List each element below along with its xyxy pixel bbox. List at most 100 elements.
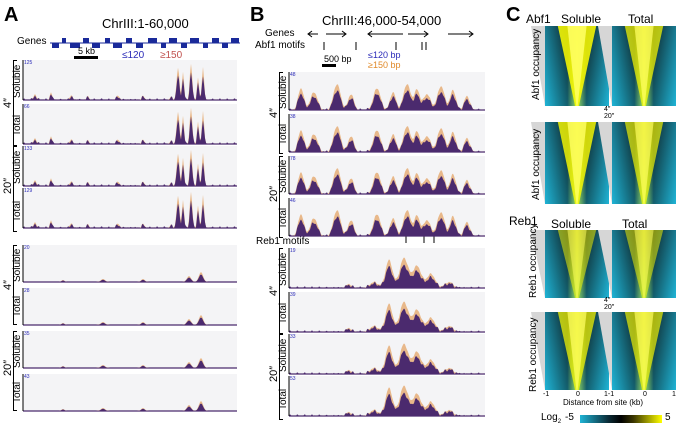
panel-c-xtick-5: 1 (672, 391, 676, 398)
panel-a-group-2-total-label: Total (12, 200, 23, 222)
panel-a-group-4-total-label: Total (12, 381, 23, 403)
panel-b-group-1-soluble-label: Soluble (278, 75, 289, 109)
panel-c-xtick-2: 0 (576, 391, 580, 398)
panel-c-reb1-4-total (612, 230, 676, 298)
gene-block (136, 43, 143, 48)
panel-c-colorbar-max: 5 (665, 412, 671, 423)
panel-a-track-2-signal (22, 104, 237, 145)
panel-b-track-2-signal (288, 114, 485, 153)
panel-c-colorbar-label: Log2 (541, 412, 562, 425)
gene-block (126, 38, 132, 43)
panel-c-reb1-title: Reb1 (509, 214, 538, 228)
gene-block (181, 43, 187, 48)
panel-c-reb1-20-total (612, 312, 676, 390)
panel-a-legend-long: ≥150 (160, 50, 183, 61)
panel-a-low-track-1-signal (22, 245, 237, 283)
panel-c-xtick-1: -1 (543, 391, 550, 398)
panel-a-group-1-soluble-label: Soluble (12, 64, 23, 98)
gene-block (70, 43, 80, 48)
panel-c-xtick-3: 1-1 (604, 391, 615, 398)
panel-b-group-4-soluble-label: Soluble (278, 338, 289, 372)
panel-b-track-3-max-label: 78 (290, 156, 296, 162)
panel-c-reb1-4-soluble-rank-wedge (531, 230, 545, 298)
panel-b-group-2-total-label: Total (278, 207, 289, 229)
panel-a-group-3-bracket (13, 245, 17, 325)
panel-a-group-3-soluble-label: Soluble (12, 248, 23, 282)
panel-b-genes-label: Genes (265, 28, 295, 39)
panel-b-gene-arrows (307, 30, 474, 50)
panel-c-abf1-20-total-rank-wedge (598, 122, 612, 204)
panel-b-track-3-signal (288, 156, 485, 195)
panel-c-xtick-4: 0 (643, 391, 647, 398)
panel-a-track-4-signal (22, 188, 237, 229)
gene-block (92, 43, 100, 48)
panel-b-scale-bar (322, 64, 336, 67)
panel-a-letter: A (4, 4, 19, 26)
panel-b-scale-label: 500 bp (324, 54, 352, 64)
panel-c-reb1-soluble-header: Soluble (551, 217, 592, 231)
panel-a-low-track-3-signal (22, 331, 237, 369)
gene-block (113, 43, 122, 48)
panel-a-genes-label: Genes (17, 36, 47, 47)
panel-c-abf1-total-header: Total (628, 12, 654, 26)
panel-c-reb1-4-total-rank-wedge (598, 230, 612, 298)
panel-a-group-2-soluble-label: Soluble (12, 150, 23, 184)
panel-c-colorbar-min: -5 (565, 412, 574, 423)
panel-c-colorbar (580, 415, 662, 423)
panel-b-legend-short: ≤120 bp (368, 50, 401, 60)
panel-a-track-3-max-label: 133 (24, 146, 33, 152)
panel-a-group-1-time-label: 4″ (2, 97, 14, 108)
panel-b-abf1-motifs-label: Abf1 motifs (255, 40, 306, 51)
panel-a-group-1-bracket (13, 60, 17, 146)
gene-block (190, 38, 199, 43)
panel-b-coordinate: ChrIII:46,000-54,000 (322, 13, 442, 28)
panel-a-group-2-bracket (13, 146, 17, 232)
panel-a-low-track-4-signal (22, 374, 237, 412)
panel-a-track-1-max-label: 125 (24, 60, 33, 66)
panel-a-legend-short: ≤120 (122, 50, 145, 61)
panel-a-gene-track (50, 38, 240, 48)
panel-c-reb1-time-4: 4″ (604, 297, 611, 304)
panel-a-track-4-max-label: 129 (24, 188, 33, 194)
panel-b-low-track-1-max-label: 19 (290, 248, 296, 254)
panel-a-low-track-2-max-label: 28 (24, 288, 30, 294)
panel-c-reb1-20-soluble-rank-wedge (531, 312, 545, 390)
panel-c-abf1-20-soluble-rank-wedge (531, 122, 545, 204)
gene-block (169, 38, 177, 43)
panel-c-abf1-occupancy-label-1: Abf1 occupancy (531, 28, 542, 100)
panel-a-group-3-time-label: 4″ (2, 279, 14, 290)
panel-c-xlabel: Distance from site (kb) (563, 398, 644, 407)
panel-b-track-1-max-label: 48 (290, 72, 296, 78)
panel-a-low-track-2-signal (22, 288, 237, 326)
panel-a-low-track-4-max-label: 43 (24, 374, 30, 380)
panel-b-low-track-2-max-label: 39 (290, 292, 296, 298)
panel-c-abf1-4-soluble-rank-wedge (531, 26, 545, 106)
gene-block (83, 38, 89, 43)
panel-b-low-track-2-signal (288, 292, 485, 333)
gene-block (105, 38, 110, 43)
gene-block (148, 38, 157, 43)
panel-c-letter: C (506, 4, 521, 26)
panel-b-group-2-bracket (279, 156, 283, 238)
gene-block (62, 38, 66, 43)
gene-block (161, 43, 166, 48)
panel-c-reb1-occupancy-label-1: Reb1 occupancy (528, 223, 539, 299)
panel-b-group-3-time-label: 4″ (268, 285, 280, 296)
panel-b-group-4-total-label: Total (278, 388, 289, 410)
panel-c-abf1-soluble-header: Soluble (561, 12, 602, 26)
panel-b-group-3-soluble-label: Soluble (278, 252, 289, 286)
panel-c-abf1-4-total (612, 26, 676, 106)
gene-block (52, 43, 59, 48)
panel-c-reb1-20-total-rank-wedge (598, 312, 612, 390)
panel-a-scale-label: 5 kb (78, 46, 96, 56)
panel-a-low-track-1-max-label: 20 (24, 245, 30, 251)
panel-b-low-track-3-max-label: 33 (290, 334, 296, 340)
panel-b-group-1-time-label: 4″ (268, 107, 280, 118)
panel-b-track-4-signal (288, 198, 485, 237)
panel-c-abf1-occupancy-label-2: Abf1 occupancy (531, 128, 542, 200)
panel-c-abf1-time-20: 20″ (604, 113, 615, 120)
panel-c-abf1-20-total (612, 122, 676, 204)
panel-b-legend-long: ≥150 bp (368, 60, 401, 70)
panel-b-letter: B (250, 4, 265, 26)
panel-a-coordinate: ChrIII:1-60,000 (102, 16, 189, 31)
